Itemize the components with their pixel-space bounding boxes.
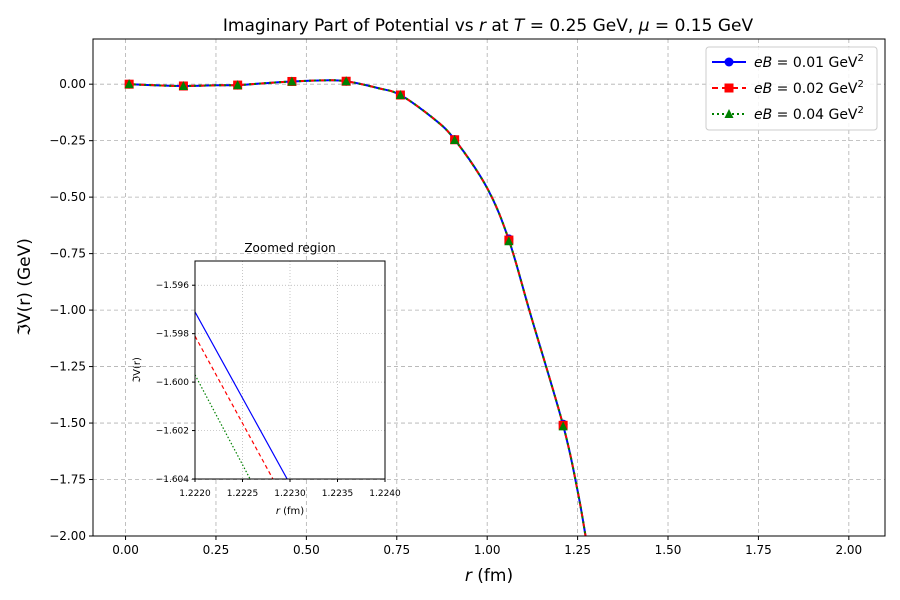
inset-series-line	[195, 374, 251, 479]
legend-label: eB = 0.02 GeV2	[754, 79, 864, 97]
main-x-ticks: 0.00 0.25 0.50 0.75 1.00 1.25 1.50 1.75 2.00	[112, 536, 862, 557]
inset-y-tick-label: −1.602	[156, 427, 189, 437]
inset-x-tick-label: 1.2230	[274, 489, 306, 499]
y-tick-label: −1.50	[49, 416, 86, 430]
y-tick-label: −0.25	[49, 134, 86, 148]
x-axis-label: r (fm)	[465, 566, 513, 586]
x-tick-label: 0.25	[203, 543, 230, 557]
data-point	[233, 80, 243, 90]
y-tick-label: −1.75	[49, 473, 86, 487]
y-tick-label: −1.00	[49, 303, 86, 317]
inset-y-tick-label: −1.604	[156, 475, 190, 485]
inset-series-lines	[195, 311, 288, 479]
data-point	[558, 421, 568, 431]
data-point	[178, 80, 188, 90]
inset-x-tick-label: 1.2240	[369, 489, 401, 499]
main-axes-frame	[92, 38, 886, 537]
y-tick-label: −1.25	[49, 360, 86, 374]
inset-y-tick-label: −1.598	[156, 330, 190, 340]
series-line	[129, 79, 587, 536]
legend: eB = 0.01 GeV2 eB = 0.02 GeV2 eB = 0.04 Ge…	[705, 46, 878, 131]
x-tick-label: 2.00	[835, 543, 862, 557]
inset-zoomed-region: 1.2220 1.2225 1.2230 1.2235 1.2240 −1.596−1.…	[132, 241, 401, 517]
y-tick-label: −0.75	[49, 247, 86, 261]
legend-label: eB = 0.04 GeV2	[754, 105, 864, 123]
inset-y-axis-label: ℑV(r)	[132, 357, 143, 383]
legend-box	[705, 46, 878, 131]
chart-title: Imaginary Part of Potential vs r at T = …	[223, 16, 754, 36]
x-tick-label: 0.75	[383, 543, 410, 557]
x-tick-label: 1.25	[564, 543, 591, 557]
data-point	[504, 236, 514, 246]
inset-y-tick-label: −1.600	[156, 378, 190, 388]
legend-label: eB = 0.01 GeV2	[754, 53, 864, 71]
data-point	[341, 76, 351, 86]
x-tick-label: 1.50	[655, 543, 682, 557]
y-tick-label: 0.00	[59, 77, 86, 91]
legend-marker	[724, 109, 734, 118]
data-point	[395, 90, 405, 100]
x-tick-label: 1.75	[745, 543, 772, 557]
inset-x-tick-label: 1.2225	[227, 489, 259, 499]
legend-marker	[724, 83, 734, 93]
data-point	[124, 79, 134, 89]
inset-x-tick-label: 1.2235	[322, 489, 354, 499]
x-tick-label: 0.50	[293, 543, 320, 557]
y-axis-label: ℑV(r) (GeV)	[15, 238, 35, 336]
x-tick-label: 0.00	[112, 543, 139, 557]
main-series-lines	[129, 79, 587, 536]
main-y-ticks: 0.00 −0.25 −0.50 −0.75 −1.00 −1.25 −1.50 −1.75 −…	[49, 77, 93, 543]
main-series-markers	[124, 76, 568, 431]
x-tick-label: 1.00	[474, 543, 501, 557]
inset-series-line	[195, 311, 288, 479]
y-tick-label: −0.50	[49, 190, 86, 204]
inset-y-ticks: −1.596 −1.598 −1.600 −1.602 −1.604	[156, 281, 195, 485]
data-point	[287, 76, 297, 86]
inset-y-tick-label: −1.596	[156, 281, 190, 291]
data-point	[450, 134, 460, 144]
inset-x-tick-label: 1.2220	[179, 489, 211, 499]
legend-marker	[724, 57, 734, 67]
inset-title: Zoomed region	[244, 241, 335, 255]
main-plot-area: 0.00 0.25 0.50 0.75 1.00 1.25 1.50 1.75 2.00 0.0…	[49, 38, 886, 557]
inset-x-axis-label: r (fm)	[276, 506, 304, 517]
y-tick-label: −2.00	[49, 529, 86, 543]
inset-series-line	[195, 335, 274, 479]
